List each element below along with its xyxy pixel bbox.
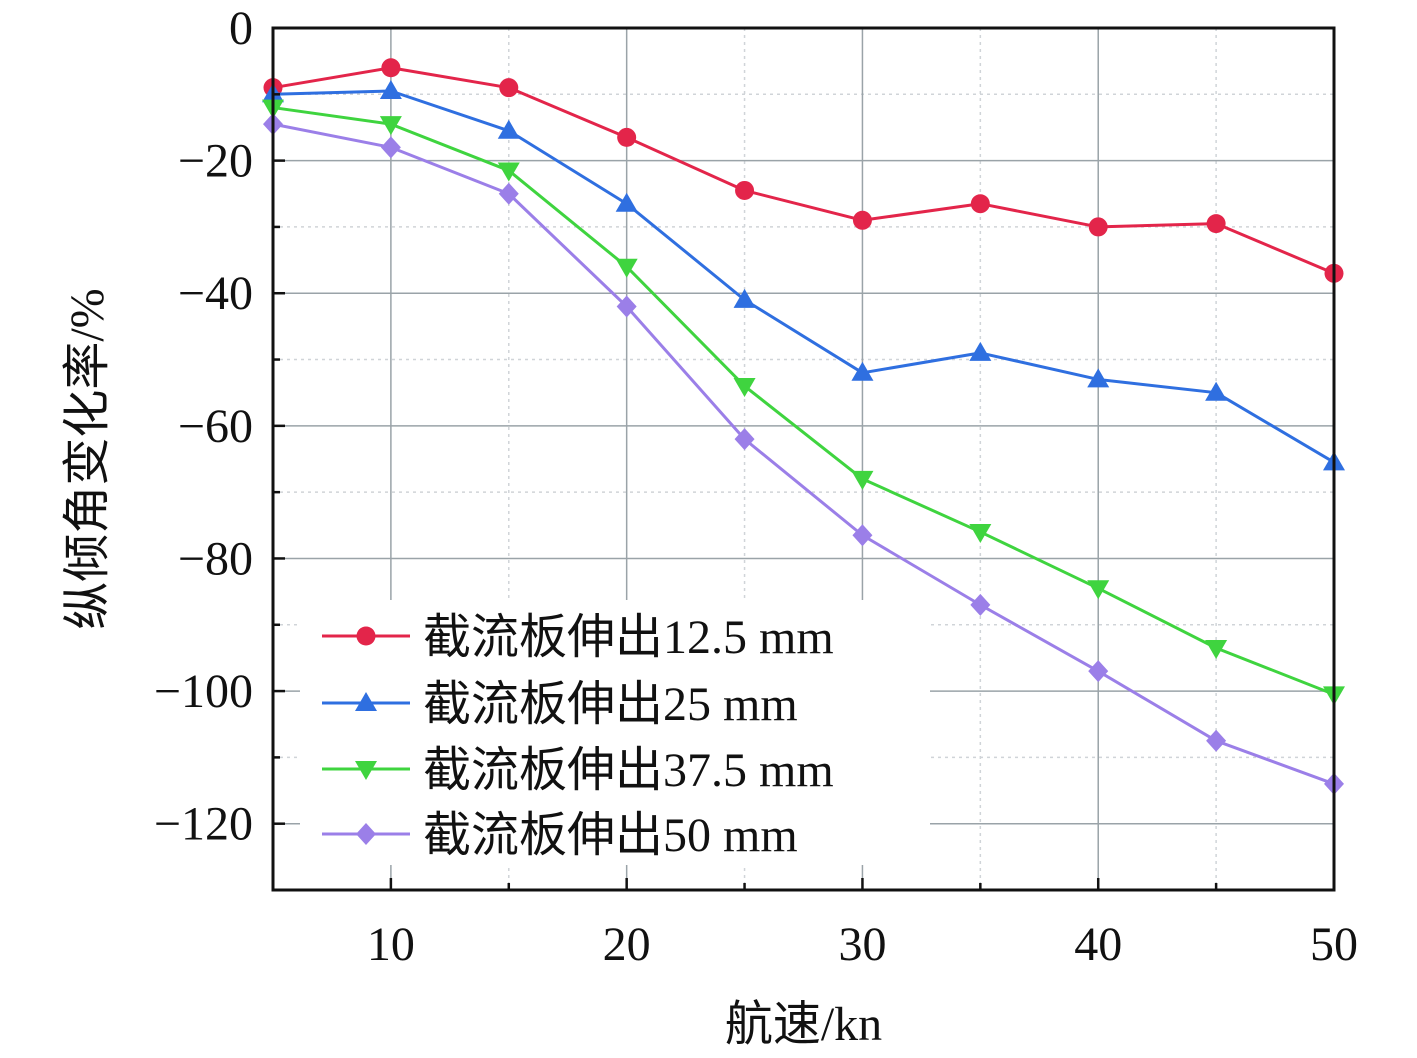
y-tick-label: 0 — [229, 2, 253, 55]
data-point — [497, 162, 520, 182]
data-point — [1206, 214, 1226, 234]
legend-item: 截流板伸出25 mm — [322, 678, 798, 731]
data-point — [970, 194, 990, 214]
x-tick-label: 40 — [1074, 918, 1122, 971]
y-axis-title: 纵倾角变化率/% — [61, 288, 114, 629]
series-line — [272, 66, 1335, 275]
data-point — [735, 180, 755, 200]
legend-label: 截流板伸出50 mm — [423, 809, 798, 862]
data-point — [733, 288, 756, 308]
legend-item: 截流板伸出12.5 mm — [322, 611, 834, 664]
data-point — [1205, 639, 1228, 659]
series-3 — [262, 99, 1345, 706]
y-tick-label: −60 — [178, 400, 253, 453]
data-point — [1205, 381, 1228, 401]
legend-item: 截流板伸出50 mm — [322, 809, 798, 862]
y-tick-label: −20 — [178, 135, 253, 188]
legend-marker — [356, 626, 376, 646]
data-point — [851, 470, 874, 490]
data-point — [379, 116, 402, 136]
x-axis-title: 航速/kn — [725, 998, 882, 1051]
data-point — [615, 192, 638, 212]
data-point — [1087, 580, 1110, 600]
series-1 — [263, 58, 1344, 283]
data-point — [734, 428, 755, 451]
data-point — [499, 78, 519, 98]
x-tick-label: 50 — [1310, 918, 1358, 971]
data-point — [1087, 368, 1110, 388]
data-point — [498, 182, 519, 205]
data-point — [1088, 217, 1108, 237]
legend: 截流板伸出12.5 mm 截流板伸出25 mm 截流板伸出37.5 mm 截流板伸出5… — [300, 600, 930, 865]
data-point — [970, 593, 991, 616]
axis-ticks: 10 20 30 40 50 0 −20 −40 −60 −80 −100 −120 — [154, 2, 1358, 971]
data-point — [381, 58, 401, 78]
data-point — [379, 79, 402, 99]
data-point — [852, 524, 873, 547]
legend-label: 截流板伸出25 mm — [423, 678, 798, 731]
data-point — [852, 210, 872, 230]
data-point — [1206, 729, 1227, 752]
series-2 — [262, 79, 1345, 471]
series-line — [272, 89, 1335, 464]
data-point — [969, 341, 992, 361]
series-line — [272, 106, 1335, 696]
legend-marker — [355, 761, 377, 780]
data-point — [615, 258, 638, 278]
legend-item: 截流板伸出37.5 mm — [322, 744, 834, 797]
x-tick-label: 30 — [838, 918, 886, 971]
y-tick-label: −40 — [178, 267, 253, 320]
data-point — [733, 378, 756, 398]
data-point — [497, 119, 520, 139]
data-point — [969, 523, 992, 543]
series-group — [262, 58, 1345, 795]
legend-label: 截流板伸出37.5 mm — [423, 744, 834, 797]
data-point — [1088, 660, 1109, 683]
y-tick-label: −100 — [154, 665, 253, 718]
legend-label: 截流板伸出12.5 mm — [423, 611, 834, 664]
y-tick-label: −80 — [178, 532, 253, 585]
data-point — [617, 127, 637, 147]
legend-marker — [356, 823, 376, 845]
x-tick-label: 10 — [367, 918, 415, 971]
legend-box — [300, 600, 930, 865]
x-tick-label: 20 — [603, 918, 651, 971]
data-point — [380, 136, 401, 159]
data-point — [616, 295, 637, 318]
legend-marker — [355, 692, 377, 711]
data-point — [851, 361, 874, 381]
plot-frame — [271, 26, 1336, 892]
series-line — [272, 122, 1335, 786]
y-tick-label: −120 — [154, 798, 253, 851]
